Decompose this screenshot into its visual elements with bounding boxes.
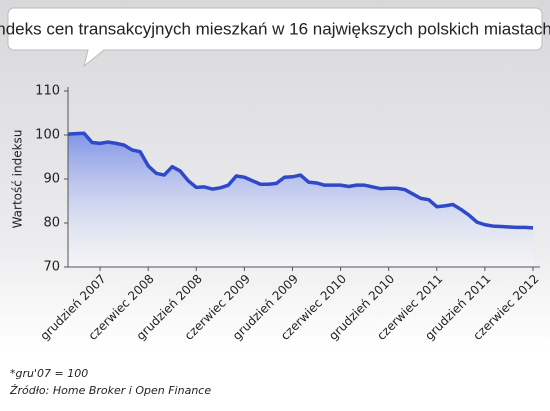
line	[67, 131, 534, 230]
chart-title: Indeks cen transakcyjnych mieszkań w 16 …	[0, 19, 550, 38]
y-tick-label: 90	[43, 172, 60, 187]
footer-background	[0, 350, 550, 411]
y-tick-label: 100	[35, 128, 60, 143]
y-tick-label: 110	[35, 84, 60, 99]
area	[68, 133, 533, 267]
y-tick-label: 70	[43, 260, 60, 275]
footnote: *gru'07 = 100	[10, 367, 88, 380]
source: Źródło: Home Broker i Open Finance	[9, 384, 211, 397]
title-bubble	[7, 7, 543, 68]
y-tick-label: 80	[43, 216, 60, 231]
y-axis-label: Wartość indeksu	[11, 130, 25, 229]
